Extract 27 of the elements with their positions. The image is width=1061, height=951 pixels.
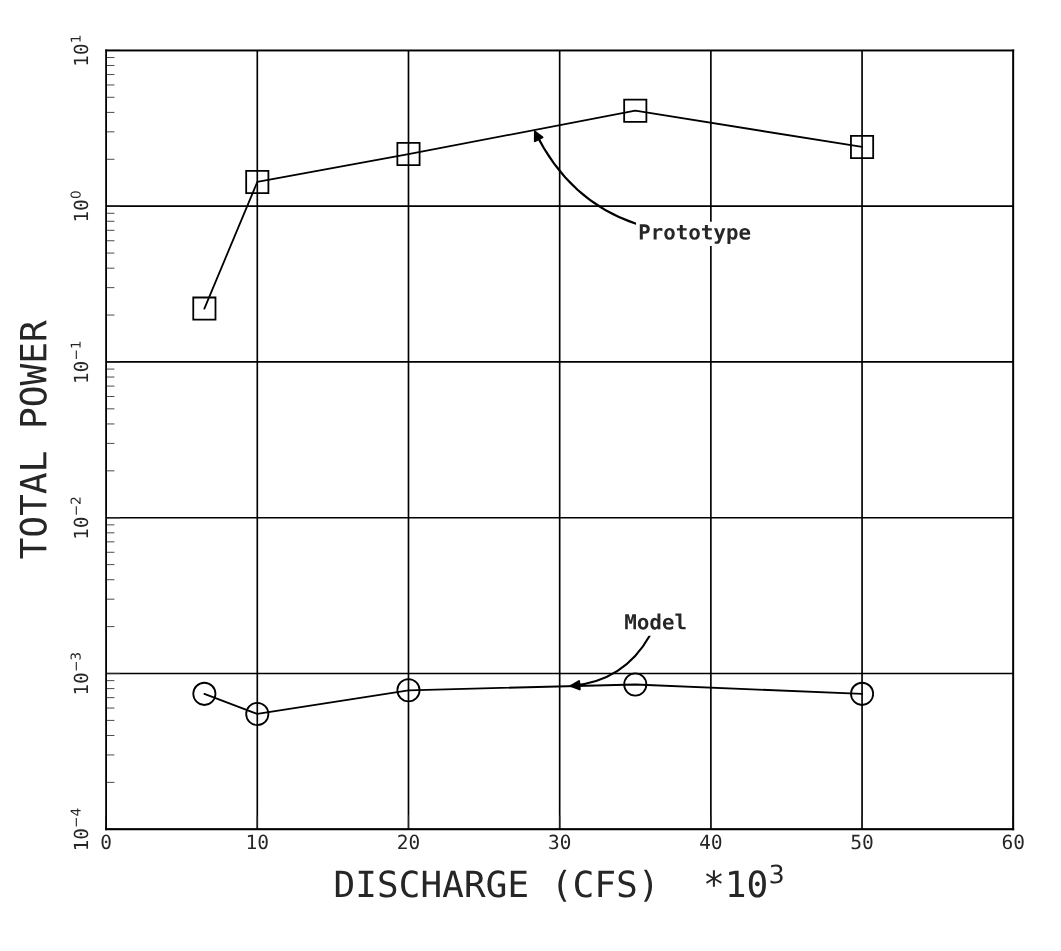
y-tick-label: 10$^{0}$ xyxy=(70,191,89,221)
x-tick-label: 10 xyxy=(247,834,268,850)
x-axis-title: DISCHARGE (CFS) *10$^{3}$ xyxy=(335,864,783,902)
x-tick-label: 50 xyxy=(851,834,873,850)
point xyxy=(623,98,648,123)
y-tick-label: 10$^{1}$ xyxy=(70,35,89,65)
point xyxy=(192,296,217,321)
point xyxy=(850,681,875,706)
annotation: Model xyxy=(625,613,686,630)
y-tick-label: 10$^{−4}$ xyxy=(70,808,89,850)
x-tick-label: 0 xyxy=(101,834,111,850)
x-tick-label: 20 xyxy=(398,834,419,850)
point xyxy=(192,681,217,706)
annotation: Prototype xyxy=(639,224,751,244)
point xyxy=(245,701,270,726)
point xyxy=(245,169,270,194)
point xyxy=(850,134,875,159)
y-tick-label: 10$^{−3}$ xyxy=(70,653,89,694)
point xyxy=(396,142,421,167)
point xyxy=(396,678,421,703)
y-axis-title: TOTAL POWER xyxy=(19,320,47,559)
x-tick-label: 40 xyxy=(700,834,722,850)
x-tick-label: 30 xyxy=(549,834,571,850)
y-tick-label: 10$^{−2}$ xyxy=(70,497,89,538)
y-tick-label: 10$^{−1}$ xyxy=(70,341,89,382)
x-tick-label: 60 xyxy=(1002,834,1024,850)
point xyxy=(623,672,648,697)
